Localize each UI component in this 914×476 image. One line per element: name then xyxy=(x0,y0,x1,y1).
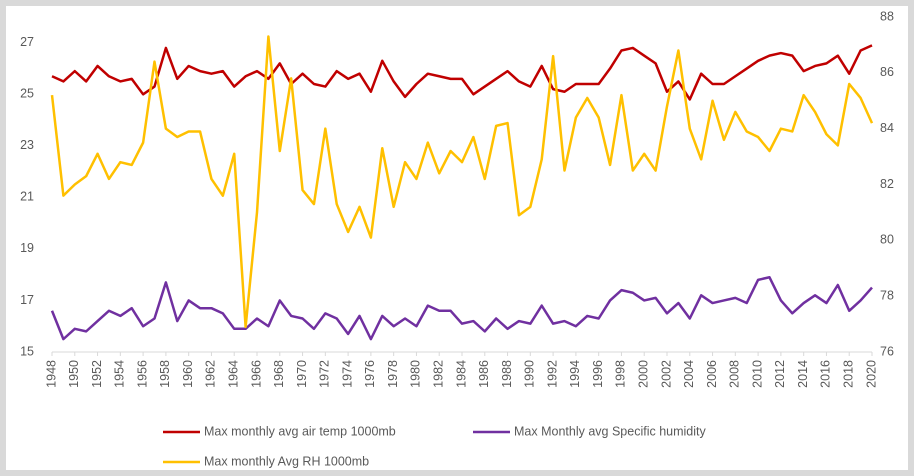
x-tick-label: 1992 xyxy=(545,360,559,388)
x-tick-label: 1990 xyxy=(523,360,537,388)
series-line xyxy=(51,44,873,101)
x-tick-label: 1960 xyxy=(181,360,195,388)
x-tick-label: 1976 xyxy=(363,360,377,388)
x-tick-label: 2014 xyxy=(796,360,810,388)
y2-tick-label: 76 xyxy=(880,344,894,358)
x-tick-label: 1964 xyxy=(227,360,241,388)
x-tick-label: 1968 xyxy=(272,360,286,388)
x-tick-label: 1962 xyxy=(204,360,218,388)
x-tick-label: 1948 xyxy=(44,360,58,388)
x-tick-label: 1986 xyxy=(477,360,491,388)
y2-tick-label: 78 xyxy=(880,288,894,302)
x-tick-label: 1950 xyxy=(67,360,81,388)
y-tick-label: 15 xyxy=(20,344,34,358)
x-tick-label: 2016 xyxy=(819,360,833,388)
y-tick-label: 19 xyxy=(20,241,34,255)
legend-label: Max monthly avg air temp 1000mb xyxy=(204,424,396,438)
series-line xyxy=(50,276,873,341)
x-tick-label: 1996 xyxy=(591,360,605,388)
x-tick-label: 2020 xyxy=(864,360,878,388)
x-tick-label: 1952 xyxy=(90,360,104,388)
legend-label: Max monthly Avg RH 1000mb xyxy=(204,454,369,468)
x-tick-label: 1974 xyxy=(340,360,354,388)
x-tick-label: 1998 xyxy=(614,360,628,388)
x-tick-label: 2018 xyxy=(842,360,856,388)
y-tick-label: 23 xyxy=(20,138,34,152)
x-tick-label: 2004 xyxy=(682,360,696,388)
x-tick-label: 2010 xyxy=(750,360,764,388)
x-tick-label: 1980 xyxy=(409,360,423,388)
y2-tick-label: 86 xyxy=(880,65,894,79)
x-tick-label: 1954 xyxy=(113,360,127,388)
x-tick-label: 1978 xyxy=(386,360,400,388)
x-tick-label: 2002 xyxy=(659,360,673,388)
y2-tick-label: 84 xyxy=(880,121,894,135)
x-tick-label: 1958 xyxy=(158,360,172,388)
x-tick-label: 1970 xyxy=(295,360,309,388)
y-tick-label: 21 xyxy=(20,190,34,204)
y2-tick-label: 80 xyxy=(880,233,894,247)
y-tick-label: 17 xyxy=(20,293,34,307)
x-tick-label: 1966 xyxy=(249,360,263,388)
x-tick-label: 1994 xyxy=(568,360,582,388)
x-tick-label: 1956 xyxy=(135,360,149,388)
legend-label: Max Monthly avg Specific humidity xyxy=(514,424,706,438)
x-tick-label: 1972 xyxy=(318,360,332,388)
x-tick-label: 1984 xyxy=(454,360,468,388)
y-tick-label: 25 xyxy=(20,87,34,101)
y2-tick-label: 82 xyxy=(880,177,894,191)
x-tick-label: 2012 xyxy=(773,360,787,388)
x-tick-label: 2000 xyxy=(637,360,651,388)
x-tick-label: 1982 xyxy=(432,360,446,388)
x-tick-label: 1988 xyxy=(500,360,514,388)
x-tick-label: 2008 xyxy=(728,360,742,388)
x-tick-label: 2006 xyxy=(705,360,719,388)
series-line xyxy=(50,35,874,329)
y-tick-label: 27 xyxy=(20,35,34,49)
y2-tick-label: 88 xyxy=(880,9,894,23)
